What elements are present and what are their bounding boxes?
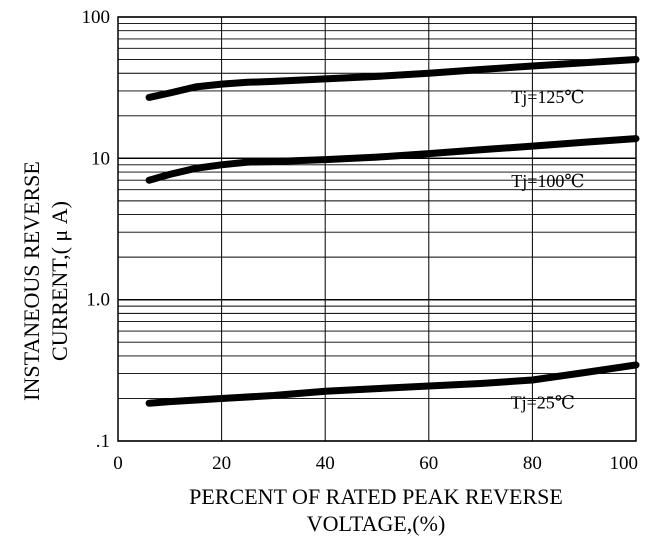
y-tick-label-1: 1.0 [86,290,110,311]
x-tick-label-4: 80 [523,453,542,474]
y-tick-label-3: 100 [82,7,111,28]
series-layer [145,56,640,407]
series-line-2 [145,361,640,407]
x-tick-label-0: 0 [113,453,123,474]
x-tick-label-3: 60 [419,453,438,474]
x-tick-label-5: 100 [610,453,639,474]
plot-frame [117,16,637,442]
x-tick-label-2: 40 [316,453,335,474]
series-line-0 [145,56,640,101]
x-tick-label-1: 20 [212,453,231,474]
x-axis-title-line-1: PERCENT OF RATED PEAK REVERSE [189,484,563,509]
curve-label-1: Tj=100℃ [511,171,584,191]
y-tick-label-0: .1 [96,431,110,452]
curve-label-0: Tj=125℃ [511,87,584,107]
series-line-1 [145,135,640,184]
curve-labels: Tj=125℃ Tj=100℃ Tj=25℃ [511,87,585,413]
x-axis-title-line-2: VOLTAGE,(%) [307,511,446,536]
y-tick-labels: .1 1.0 10 100 [82,7,111,452]
y-axis-title-line-1: INSTANEOUS REVERSE [19,161,44,401]
x-tick-labels: 0 20 40 60 80 100 [113,453,638,474]
y-tick-label-2: 10 [91,148,110,169]
y-axis-title-line-2: CURRENT,( μ A) [47,201,72,361]
curve-label-2: Tj=25℃ [511,393,575,413]
